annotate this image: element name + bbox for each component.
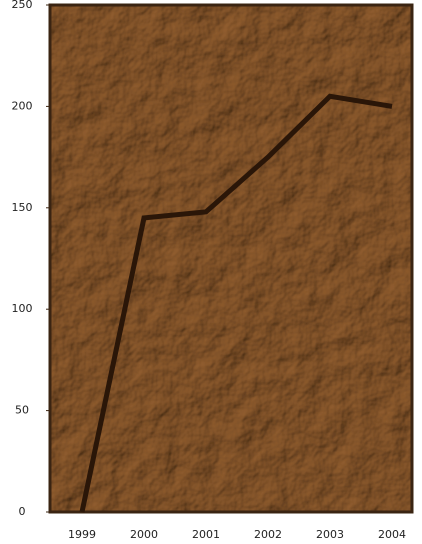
- x-tick-label: 2002: [254, 528, 282, 541]
- x-tick-label: 2000: [130, 528, 158, 541]
- y-tick-label: 200: [12, 99, 33, 112]
- page: {"chart_data": {"type": "line", "categor…: [0, 0, 422, 544]
- x-tick-label: 1999: [68, 528, 96, 541]
- plot-background: [50, 5, 412, 512]
- y-tick-label: 150: [12, 201, 33, 214]
- y-tick-label: 50: [15, 404, 29, 417]
- x-tick-label: 2004: [378, 528, 406, 541]
- chart: 0 50 100 150 200 250 1999 2000 2001 2002 2003 2004: [0, 0, 422, 544]
- y-tick-label: 0: [19, 505, 26, 518]
- y-tick-label: 100: [12, 302, 33, 315]
- y-tick-label: 250: [12, 0, 33, 11]
- x-tick-label: 2003: [316, 528, 344, 541]
- x-tick-label: 2001: [192, 528, 220, 541]
